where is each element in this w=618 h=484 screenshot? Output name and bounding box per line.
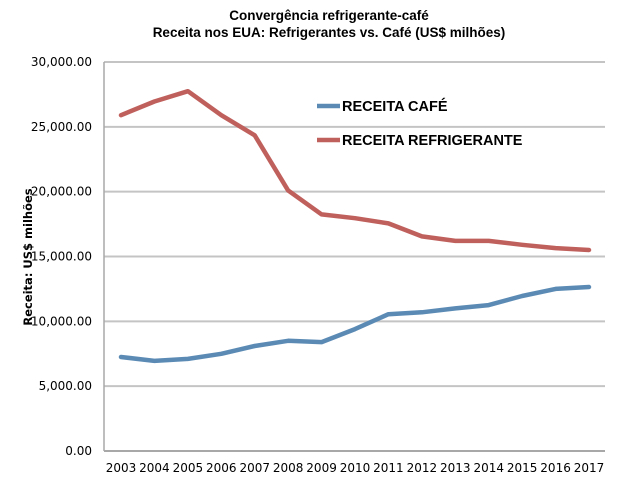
- x-tick-label: 2015: [507, 461, 538, 475]
- chart-title: Convergência refrigerante-café: [229, 8, 429, 23]
- y-tick-label: 5,000.00: [39, 379, 92, 393]
- y-axis-label: Receita: US$ milhões: [21, 188, 35, 325]
- x-tick-label: 2003: [106, 461, 137, 475]
- x-tick-label: 2016: [540, 461, 571, 475]
- y-tick-label: 20,000.00: [31, 185, 92, 199]
- x-tick-label: 2010: [340, 461, 371, 475]
- axes: [103, 62, 605, 452]
- y-tick-labels: 0.00 5,000.00 10,000.00 15,000.00 20,000.00 2…: [31, 55, 92, 458]
- x-tick-labels: 2003 2004 2005 2006 2007 2008 2009 2010 2011 2012…: [106, 461, 605, 475]
- x-tick-label: 2017: [574, 461, 605, 475]
- x-tick-label: 2004: [139, 461, 170, 475]
- legend: RECEITA CAFÉ RECEITA REFRIGERANTE: [317, 98, 523, 149]
- x-tick-label: 2011: [373, 461, 404, 475]
- series-line-cafe: [118, 284, 592, 364]
- x-tick-label: 2005: [173, 461, 204, 475]
- legend-label: RECEITA REFRIGERANTE: [342, 133, 523, 149]
- x-tick-label: 2008: [273, 461, 304, 475]
- y-tick-label: 30,000.00: [31, 55, 92, 69]
- chart-subtitle: Receita nos EUA: Refrigerantes vs. Café …: [152, 25, 506, 40]
- series-line-refrigerante: [118, 88, 592, 253]
- gridlines: [104, 61, 605, 388]
- x-tick-label: 2012: [407, 461, 438, 475]
- x-tick-label: 2007: [239, 461, 270, 475]
- y-tick-label: 0.00: [65, 444, 92, 458]
- series-lines: [118, 88, 592, 364]
- legend-label: RECEITA CAFÉ: [342, 98, 448, 115]
- x-tick-label: 2013: [440, 461, 471, 475]
- x-tick-label: 2014: [473, 461, 504, 475]
- y-tick-label: 25,000.00: [31, 120, 92, 134]
- x-tick-label: 2009: [306, 461, 337, 475]
- y-tick-label: 10,000.00: [31, 314, 92, 328]
- x-tick-label: 2006: [206, 461, 237, 475]
- y-tick-label: 15,000.00: [31, 250, 92, 264]
